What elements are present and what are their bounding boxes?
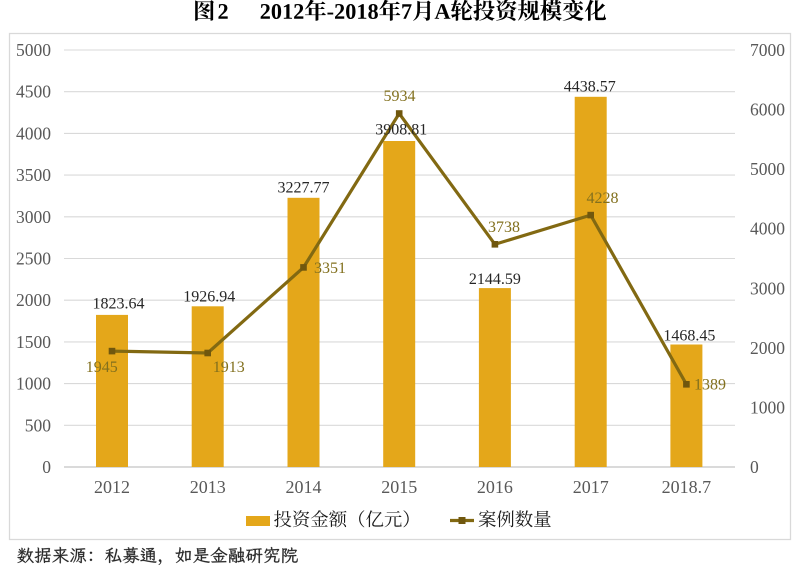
svg-text:1000: 1000 bbox=[750, 397, 785, 417]
svg-text:2500: 2500 bbox=[16, 249, 51, 269]
svg-text:0: 0 bbox=[42, 457, 51, 477]
svg-text:4000: 4000 bbox=[16, 123, 51, 143]
svg-text:1389: 1389 bbox=[694, 377, 726, 394]
svg-text:5000: 5000 bbox=[750, 159, 785, 179]
svg-text:2016: 2016 bbox=[477, 477, 513, 497]
svg-text:3738: 3738 bbox=[488, 219, 520, 236]
svg-text:4228: 4228 bbox=[587, 190, 619, 207]
svg-text:1913: 1913 bbox=[213, 359, 245, 376]
svg-text:2012: 2012 bbox=[94, 477, 130, 497]
svg-text:3000: 3000 bbox=[16, 207, 51, 227]
svg-text:4500: 4500 bbox=[16, 82, 51, 102]
svg-text:3227.77: 3227.77 bbox=[278, 180, 330, 197]
svg-text:2017: 2017 bbox=[573, 477, 609, 497]
svg-text:2015: 2015 bbox=[381, 477, 417, 497]
svg-text:2000: 2000 bbox=[750, 338, 785, 358]
svg-text:3000: 3000 bbox=[750, 278, 785, 298]
svg-text:500: 500 bbox=[25, 415, 52, 435]
svg-text:7000: 7000 bbox=[750, 40, 785, 60]
svg-text:5000: 5000 bbox=[16, 40, 51, 60]
svg-text:4000: 4000 bbox=[750, 219, 785, 239]
svg-text:1500: 1500 bbox=[16, 332, 51, 352]
svg-text:1000: 1000 bbox=[16, 374, 51, 394]
svg-text:2144.59: 2144.59 bbox=[469, 271, 521, 288]
svg-text:6000: 6000 bbox=[750, 100, 785, 120]
svg-text:1926.94: 1926.94 bbox=[183, 289, 235, 306]
svg-text:1945: 1945 bbox=[86, 359, 118, 376]
svg-text:1823.64: 1823.64 bbox=[93, 296, 145, 313]
svg-text:5934: 5934 bbox=[384, 88, 416, 105]
svg-text:2014: 2014 bbox=[286, 477, 322, 497]
svg-text:4438.57: 4438.57 bbox=[564, 79, 616, 96]
svg-text:3908.81: 3908.81 bbox=[375, 122, 427, 139]
svg-text:2000: 2000 bbox=[16, 290, 51, 310]
svg-text:2018.7: 2018.7 bbox=[662, 477, 712, 497]
svg-text:2013: 2013 bbox=[190, 477, 226, 497]
svg-text:3351: 3351 bbox=[314, 260, 346, 277]
svg-text:0: 0 bbox=[750, 457, 759, 477]
svg-text:3500: 3500 bbox=[16, 165, 51, 185]
svg-text:1468.45: 1468.45 bbox=[663, 328, 715, 345]
